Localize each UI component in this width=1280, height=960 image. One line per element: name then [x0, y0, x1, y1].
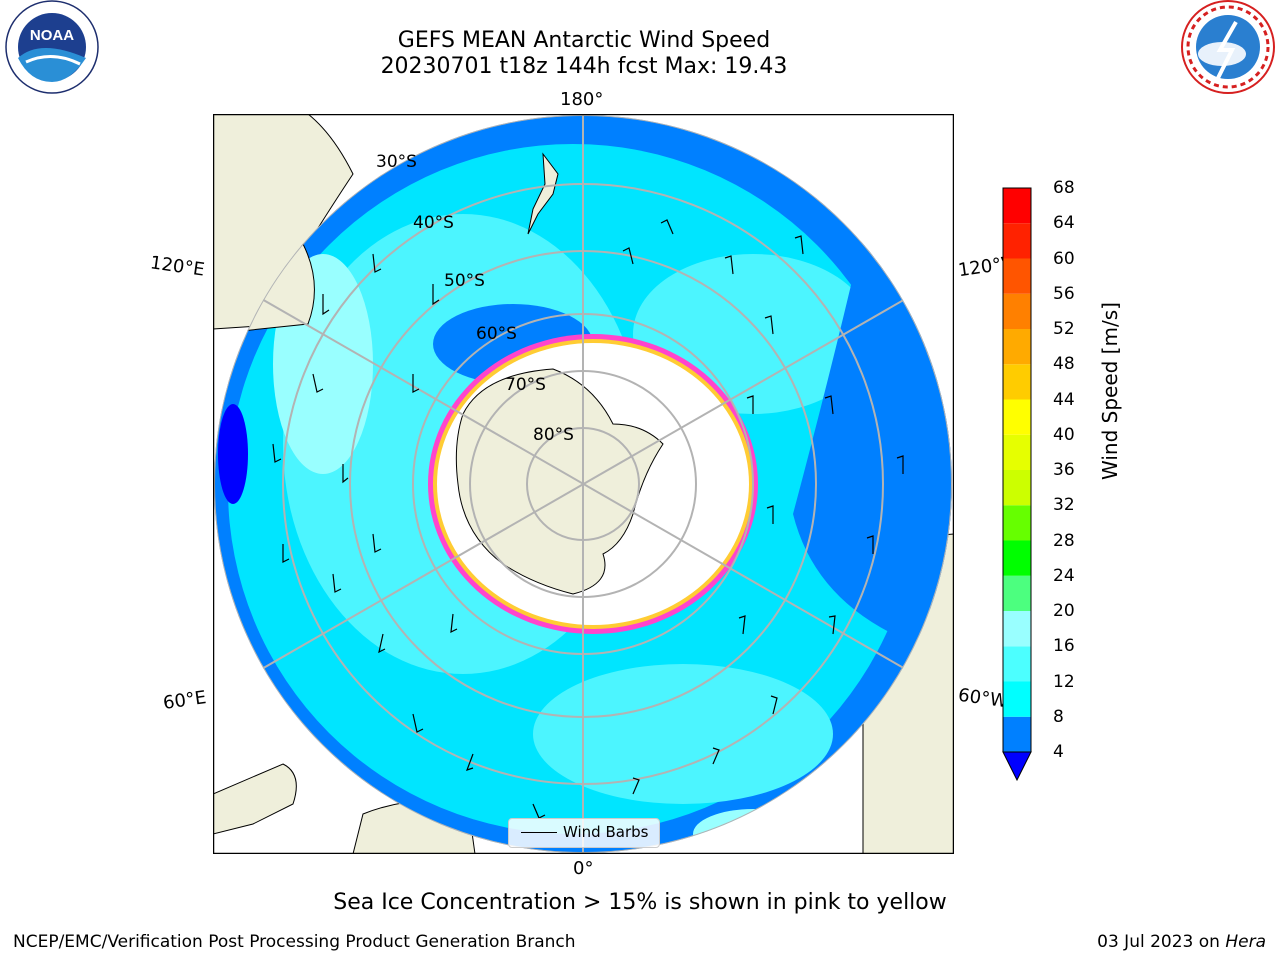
colorbar-tick-label: 68: [1053, 178, 1075, 198]
colorbar-band: [1003, 223, 1031, 259]
colorbar: [1002, 187, 1032, 782]
lat-label-40s: 40°S: [413, 213, 454, 233]
colorbar-band: [1003, 364, 1031, 400]
land-africa: [213, 763, 297, 835]
colorbar-tick-label: 8: [1053, 706, 1064, 727]
footer-date-machine: 03 Jul 2023 on Hera: [1097, 932, 1266, 952]
colorbar-band: [1003, 540, 1031, 576]
lon-label-0: 0°: [573, 858, 594, 879]
colorbar-tick-label: 44: [1053, 389, 1075, 410]
colorbar-band: [1003, 681, 1031, 717]
lon-label-60e: 60°E: [161, 687, 208, 714]
colorbar-band: [1003, 505, 1031, 541]
colorbar-band: [1003, 470, 1031, 506]
colorbar-band: [1003, 434, 1031, 470]
colorbar-tick-label: 64: [1053, 213, 1075, 234]
colorbar-tick-label: 28: [1053, 530, 1075, 551]
colorbar-band: [1003, 611, 1031, 647]
polar-map: [213, 114, 954, 854]
colorbar-band: [1003, 293, 1031, 329]
colorbar-tick-label: 52: [1053, 319, 1075, 339]
sea-ice-note: Sea Ice Concentration > 15% is shown in …: [333, 890, 947, 915]
colorbar-band: [1003, 716, 1031, 752]
lat-label-30s: 30°S: [376, 152, 417, 172]
colorbar-tick-label: 40: [1053, 424, 1075, 445]
lat-label-80s: 80°S: [533, 425, 574, 445]
colorbar-band: [1003, 329, 1031, 365]
colorbar-tick-label: 16: [1053, 636, 1075, 657]
colorbar-band: [1003, 258, 1031, 294]
colorbar-tick-label: 56: [1053, 283, 1075, 304]
colorbar-tick-label: 24: [1053, 565, 1075, 586]
lat-label-50s: 50°S: [444, 271, 485, 291]
colorbar-band: [1003, 646, 1031, 682]
footer-machine: Hera: [1225, 932, 1266, 952]
legend-barb-swatch: [521, 832, 557, 833]
lon-label-180: 180°: [560, 89, 604, 110]
colorbar-tick-label: 4: [1053, 742, 1064, 762]
legend-label: Wind Barbs: [563, 823, 649, 841]
map-legend: Wind Barbs: [508, 818, 660, 848]
colorbar-tick-label: 20: [1053, 601, 1075, 621]
lat-label-60s: 60°S: [476, 324, 517, 344]
nws-logo: [1181, 0, 1275, 94]
footer-date: 03 Jul 2023 on: [1097, 932, 1226, 952]
noaa-logo-text: NOAA: [30, 27, 74, 44]
colorbar-band: [1003, 575, 1031, 611]
wind-barbs: [272, 219, 904, 819]
colorbar-tick-label: 60: [1053, 248, 1075, 269]
colorbar-tick-label: 12: [1053, 671, 1075, 692]
colorbar-label: Wind Speed [m/s]: [1098, 302, 1122, 480]
chart-subtitle-run-info: 20230701 t18z 144h fcst Max: 19.43: [380, 54, 788, 79]
colorbar-band: [1003, 399, 1031, 435]
land-antarctica: [455, 368, 664, 595]
chart-title: GEFS MEAN Antarctic Wind Speed: [397, 28, 771, 53]
land-new-zealand: [527, 152, 559, 235]
lat-label-70s: 70°S: [505, 375, 546, 395]
colorbar-tick-label: 48: [1053, 354, 1075, 375]
colorbar-tick-label: 32: [1053, 495, 1075, 516]
noaa-logo: NOAA: [5, 0, 99, 94]
footer-producer: NCEP/EMC/Verification Post Processing Pr…: [13, 932, 576, 952]
colorbar-band: [1003, 188, 1031, 224]
colorbar-tick-label: 36: [1053, 460, 1075, 480]
lon-label-120e: 120°E: [148, 252, 206, 281]
